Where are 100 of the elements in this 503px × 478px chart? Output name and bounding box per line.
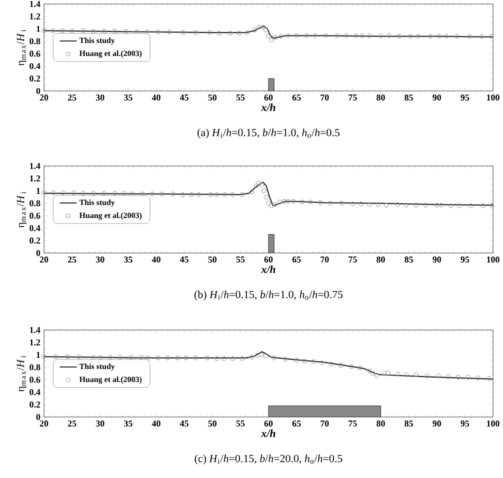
point: [118, 355, 123, 360]
point: [448, 203, 454, 208]
x-tick-label: 30: [96, 256, 104, 263]
point: [42, 190, 46, 196]
point: [489, 34, 494, 39]
point: [378, 33, 384, 38]
point: [454, 34, 460, 39]
point: [436, 34, 442, 39]
point: [98, 355, 103, 360]
point: [376, 202, 380, 207]
point: [277, 200, 282, 204]
x-tick-label: 95: [460, 94, 470, 101]
x-tick-label: 20: [40, 256, 48, 263]
point: [65, 354, 70, 360]
point: [214, 192, 220, 197]
point: [272, 356, 276, 360]
x-tick-label: 70: [320, 420, 329, 427]
point: [367, 202, 372, 207]
y-tick-label: 1.4: [30, 0, 40, 8]
point: [479, 34, 484, 39]
point: [208, 192, 213, 197]
point: [184, 356, 188, 360]
point: [269, 203, 274, 208]
point: [286, 199, 290, 204]
y-tick-label: 0.2: [30, 76, 40, 82]
point: [262, 188, 266, 194]
point: [249, 190, 254, 194]
x-tick-label: 95: [460, 420, 470, 427]
x-tick-label: 25: [68, 256, 76, 263]
x-tick-label: 80: [376, 256, 385, 263]
point: [282, 199, 287, 204]
point: [404, 202, 408, 208]
y-tick-label: 0.4: [30, 225, 40, 232]
point: [70, 28, 74, 34]
point: [339, 200, 344, 206]
x-tick-label: 100: [487, 94, 500, 101]
point: [160, 192, 164, 196]
line-series: [44, 26, 494, 39]
x-tick-label: 100: [487, 256, 500, 263]
x-tick-label: 80: [376, 94, 385, 101]
point: [196, 192, 202, 197]
point: [222, 192, 228, 197]
point: [51, 190, 56, 196]
point: [308, 200, 313, 204]
x-tick-label: 60: [264, 420, 273, 427]
point: [80, 28, 86, 34]
point: [294, 33, 299, 38]
point: [230, 192, 235, 197]
point: [259, 182, 264, 187]
point: [214, 356, 220, 361]
point: [260, 24, 266, 30]
x-tick-label: 65: [292, 94, 301, 101]
point: [263, 354, 268, 358]
y-tick-label: 0.8: [30, 200, 40, 206]
point: [312, 33, 318, 38]
y-tick-label: 1: [36, 188, 40, 194]
point: [91, 29, 96, 34]
point: [457, 203, 462, 208]
point: [170, 192, 176, 196]
point: [428, 34, 432, 39]
point: [112, 29, 118, 34]
point: [269, 38, 274, 42]
x-tick-label: 40: [152, 256, 160, 263]
point: [237, 30, 242, 36]
x-tick-label: 50: [208, 256, 217, 263]
point: [414, 372, 418, 378]
point: [338, 363, 343, 368]
point: [374, 373, 380, 378]
y-tick-label: 0.8: [30, 364, 40, 370]
point: [350, 202, 355, 206]
y-tick-label: 0.4: [30, 63, 40, 70]
point: [53, 354, 58, 360]
point: [395, 372, 400, 376]
point: [150, 192, 155, 196]
x-axis-title: x/h: [261, 103, 276, 112]
point: [76, 354, 82, 360]
point: [344, 33, 349, 38]
point: [193, 356, 198, 360]
x-tick-label: 80: [376, 420, 385, 427]
point: [71, 190, 76, 196]
x-tick-label: 55: [236, 420, 245, 426]
y-tick-label: 1.2: [30, 13, 40, 20]
point: [408, 34, 413, 39]
point: [175, 356, 180, 360]
x-tick-label: 50: [208, 94, 217, 101]
point: [367, 368, 372, 374]
point: [258, 352, 264, 358]
point: [358, 366, 362, 370]
point: [423, 202, 428, 208]
point: [42, 28, 46, 34]
point: [138, 355, 144, 360]
point: [382, 371, 386, 376]
x-tick-label: 75: [348, 94, 357, 100]
x-tick-label: 70: [320, 94, 329, 101]
y-tick-label: 0.6: [30, 50, 40, 57]
point: [456, 374, 460, 380]
point: [294, 358, 299, 363]
point: [264, 194, 269, 200]
point: [468, 203, 473, 208]
x-tick-label: 90: [432, 94, 442, 101]
